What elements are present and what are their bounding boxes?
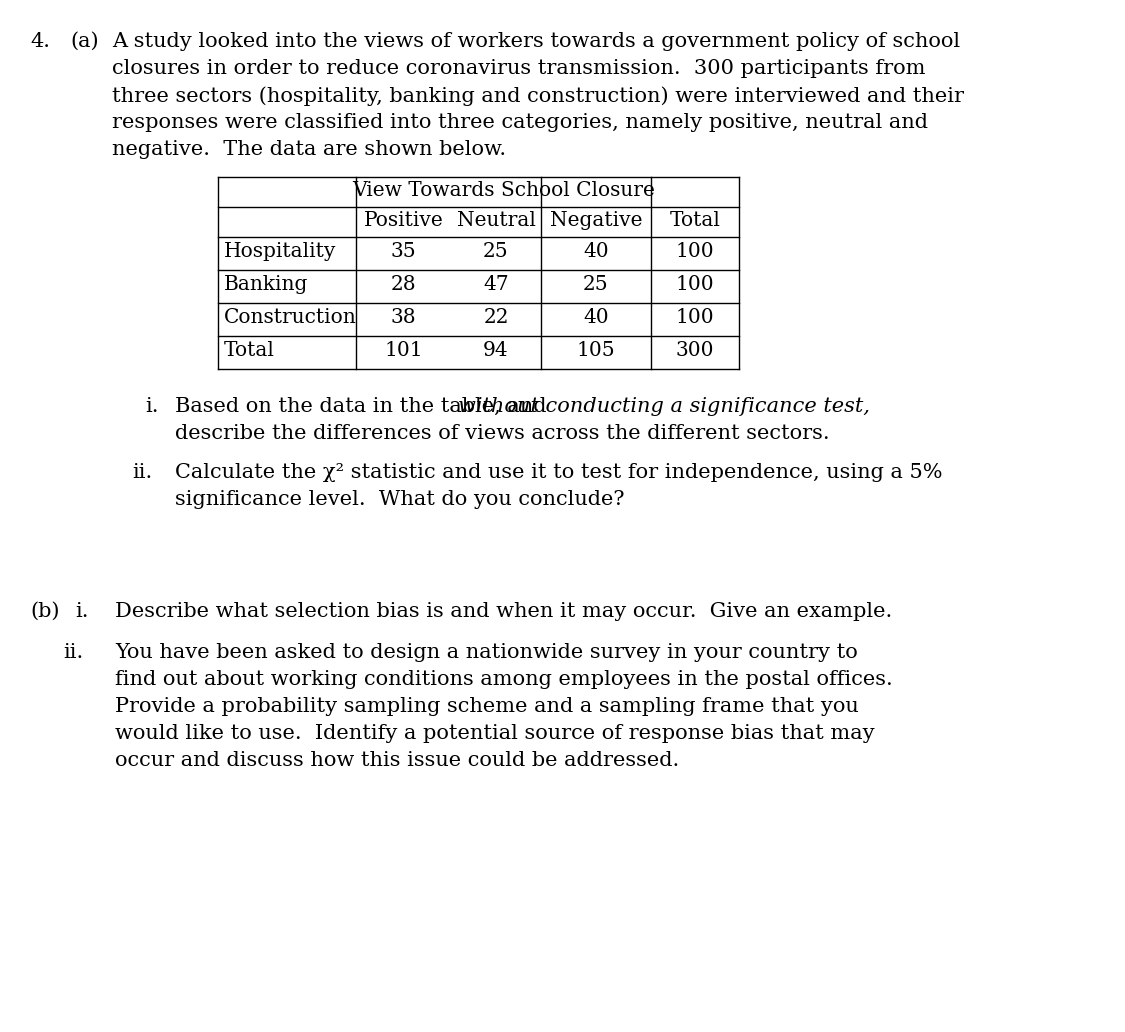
Text: i.: i. (145, 397, 159, 416)
Text: occur and discuss how this issue could be addressed.: occur and discuss how this issue could b… (115, 751, 680, 770)
Text: Construction: Construction (224, 308, 357, 327)
Text: 101: 101 (385, 341, 423, 360)
Text: Positive: Positive (363, 211, 443, 229)
Text: significance level.  What do you conclude?: significance level. What do you conclude… (176, 490, 624, 509)
Text: Provide a probability sampling scheme and a sampling frame that you: Provide a probability sampling scheme an… (115, 697, 858, 716)
Text: 94: 94 (484, 341, 508, 360)
Text: 100: 100 (676, 241, 714, 261)
Text: responses were classified into three categories, namely positive, neutral and: responses were classified into three cat… (112, 112, 928, 132)
Text: 40: 40 (583, 308, 609, 327)
Text: A study looked into the views of workers towards a government policy of school: A study looked into the views of workers… (112, 32, 960, 51)
Text: closures in order to reduce coronavirus transmission.  300 participants from: closures in order to reduce coronavirus … (112, 59, 926, 78)
Text: View Towards School Closure: View Towards School Closure (352, 181, 655, 199)
Text: (a): (a) (70, 32, 99, 51)
Text: 100: 100 (676, 275, 714, 294)
Text: 300: 300 (676, 341, 714, 360)
Text: 40: 40 (583, 241, 609, 261)
Text: negative.  The data are shown below.: negative. The data are shown below. (112, 140, 506, 159)
Text: 100: 100 (676, 308, 714, 327)
Text: would like to use.  Identify a potential source of response bias that may: would like to use. Identify a potential … (115, 724, 874, 743)
Text: Neutral: Neutral (457, 211, 536, 229)
Text: 28: 28 (390, 275, 416, 294)
Text: Calculate the χ² statistic and use it to test for independence, using a 5%: Calculate the χ² statistic and use it to… (176, 463, 943, 482)
Text: three sectors (hospitality, banking and construction) were interviewed and their: three sectors (hospitality, banking and … (112, 86, 964, 105)
Text: Hospitality: Hospitality (224, 241, 336, 261)
Text: You have been asked to design a nationwide survey in your country to: You have been asked to design a nationwi… (115, 643, 857, 662)
Text: without conducting a significance test,: without conducting a significance test, (458, 397, 870, 416)
Text: 25: 25 (484, 241, 508, 261)
Text: 38: 38 (390, 308, 416, 327)
Text: Negative: Negative (550, 211, 642, 229)
Text: (b): (b) (30, 602, 60, 621)
Text: Total: Total (669, 211, 720, 229)
Text: Describe what selection bias is and when it may occur.  Give an example.: Describe what selection bias is and when… (115, 602, 892, 621)
Text: 4.: 4. (30, 32, 50, 51)
Text: Banking: Banking (224, 275, 308, 294)
Text: Based on the data in the table, and: Based on the data in the table, and (176, 397, 554, 416)
Text: 25: 25 (583, 275, 609, 294)
Text: Total: Total (224, 341, 274, 360)
Text: i.: i. (75, 602, 89, 621)
Text: describe the differences of views across the different sectors.: describe the differences of views across… (176, 424, 829, 443)
Text: ii.: ii. (132, 463, 152, 482)
Text: ii.: ii. (63, 643, 83, 662)
Text: 22: 22 (484, 308, 508, 327)
Text: 47: 47 (484, 275, 508, 294)
Text: 35: 35 (390, 241, 416, 261)
Text: 105: 105 (577, 341, 615, 360)
Text: find out about working conditions among employees in the postal offices.: find out about working conditions among … (115, 670, 893, 689)
